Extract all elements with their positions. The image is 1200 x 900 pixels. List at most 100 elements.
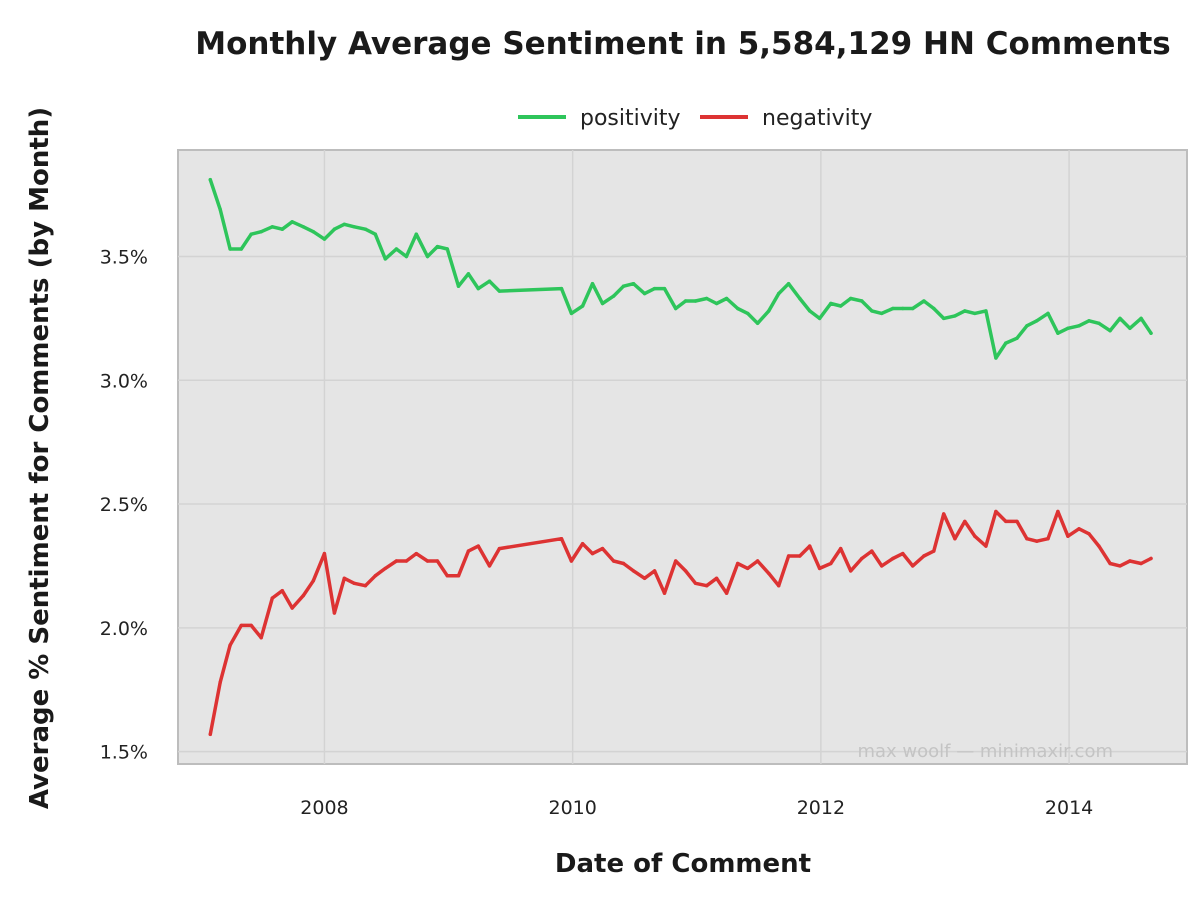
negativity-data-point bbox=[849, 569, 853, 573]
negativity-data-point bbox=[280, 589, 284, 593]
positivity-data-point bbox=[311, 230, 315, 234]
positivity-data-point bbox=[497, 289, 502, 293]
positivity-data-point bbox=[1066, 326, 1070, 330]
positivity-data-point bbox=[901, 306, 905, 311]
positivity-data-point bbox=[352, 225, 356, 229]
positivity-data-point bbox=[301, 225, 305, 229]
gridlines bbox=[178, 150, 1187, 764]
positivity-data-point bbox=[693, 299, 698, 303]
positivity-data-point bbox=[736, 306, 740, 311]
negativity-data-point bbox=[487, 564, 492, 568]
negativity-data-point bbox=[332, 611, 337, 615]
negativity-data-point bbox=[662, 591, 667, 595]
negativity-data-point bbox=[1056, 509, 1060, 514]
y-axis-title: Average % Sentiment for Comments (by Mon… bbox=[25, 107, 55, 809]
positivity-data-point bbox=[1139, 316, 1143, 321]
negativity-data-point bbox=[642, 576, 647, 580]
y-tick-label: 3.5% bbox=[100, 246, 148, 268]
negativity-data-point bbox=[1015, 519, 1019, 524]
negativity-data-point bbox=[736, 561, 740, 566]
negativity-data-point bbox=[880, 564, 884, 568]
positivity-data-point bbox=[445, 247, 449, 251]
negativity-data-point bbox=[301, 593, 305, 598]
positivity-data-point bbox=[249, 232, 253, 236]
positivity-data-point bbox=[373, 232, 377, 236]
positivity-data-point bbox=[580, 304, 585, 308]
negativity-data-point bbox=[777, 584, 781, 588]
negativity-data-point bbox=[611, 559, 616, 563]
negativity-data-point bbox=[590, 551, 595, 556]
positivity-data-point bbox=[228, 247, 232, 251]
negativity-data-point bbox=[963, 519, 967, 524]
positivity-data-point bbox=[621, 284, 626, 288]
negativity-data-point bbox=[569, 559, 574, 563]
negativity-data-point bbox=[901, 551, 905, 556]
positivity-data-point bbox=[1056, 331, 1060, 335]
positivity-data-point bbox=[270, 225, 274, 229]
positivity-data-point bbox=[880, 311, 884, 316]
negativity-data-point bbox=[249, 623, 253, 628]
positivity-data-point bbox=[435, 244, 440, 249]
positivity-data-point bbox=[342, 222, 346, 226]
plot-panel bbox=[177, 149, 1188, 765]
positivity-data-point bbox=[290, 220, 294, 224]
positivity-data-point bbox=[1077, 324, 1081, 328]
negativity-data-point bbox=[600, 546, 605, 551]
positivity-data-point bbox=[662, 286, 667, 291]
negativity-data-point bbox=[870, 549, 874, 553]
positivity-data-point bbox=[487, 279, 492, 283]
positivity-data-point bbox=[425, 254, 430, 259]
negativity-data-point bbox=[1087, 532, 1091, 536]
positivity-data-point bbox=[973, 311, 977, 316]
positivity-data-point bbox=[600, 301, 605, 306]
negativity-data-point bbox=[1077, 527, 1081, 531]
x-axis-title: Date of Comment bbox=[555, 849, 811, 879]
negativity-data-point bbox=[1025, 537, 1029, 541]
negativity-data-point bbox=[860, 556, 864, 561]
negativity-data-point bbox=[435, 559, 440, 563]
positivity-data-point bbox=[208, 178, 212, 182]
negativity-data-point bbox=[911, 564, 915, 568]
positivity-data-point bbox=[631, 282, 636, 286]
negativity-data-point bbox=[891, 556, 895, 561]
positivity-data-point bbox=[322, 237, 327, 241]
negativity-data-point bbox=[1035, 539, 1039, 543]
positivity-data-point bbox=[394, 247, 399, 251]
negativity-data-point bbox=[425, 559, 430, 563]
series-lines bbox=[208, 177, 1153, 737]
positivity-data-point bbox=[466, 272, 471, 276]
negativity-data-point bbox=[1004, 519, 1008, 524]
positivity-data-point bbox=[332, 227, 337, 231]
negativity-data-point bbox=[631, 569, 636, 573]
negativity-data-point bbox=[352, 581, 356, 585]
legend-positivity-label: positivity bbox=[580, 106, 681, 131]
positivity-data-point bbox=[404, 254, 409, 259]
negativity-data-point bbox=[1149, 556, 1153, 561]
positivity-data-point bbox=[1108, 329, 1112, 333]
negativity-data-point bbox=[559, 537, 564, 541]
negativity-data-point bbox=[208, 732, 212, 736]
positivity-data-point bbox=[942, 316, 946, 321]
negativity-data-point bbox=[476, 544, 480, 548]
positivity-data-point bbox=[569, 311, 574, 316]
negativity-data-point bbox=[1108, 561, 1112, 566]
negativity-data-point bbox=[383, 566, 387, 571]
negativity-data-point bbox=[228, 643, 232, 647]
positivity-data-point bbox=[963, 309, 967, 313]
negativity-data-point bbox=[270, 596, 274, 600]
negativity-data-point bbox=[953, 537, 957, 541]
x-tick-label: 2008 bbox=[300, 797, 348, 819]
negativity-data-point bbox=[674, 559, 678, 563]
positivity-data-point bbox=[1015, 336, 1019, 340]
positivity-data-point bbox=[280, 227, 284, 231]
positivity-data-point bbox=[984, 309, 988, 313]
positivity-data-point bbox=[456, 284, 461, 288]
negativity-data-point bbox=[404, 559, 409, 563]
y-tick-label: 2.5% bbox=[100, 494, 148, 516]
positivity-data-point bbox=[705, 296, 709, 301]
negativity-data-point bbox=[755, 559, 760, 563]
negativity-data-point bbox=[1139, 561, 1143, 566]
positivity-data-point bbox=[911, 306, 915, 311]
y-tick-label: 1.5% bbox=[100, 742, 148, 764]
positivity-data-point bbox=[922, 299, 926, 303]
